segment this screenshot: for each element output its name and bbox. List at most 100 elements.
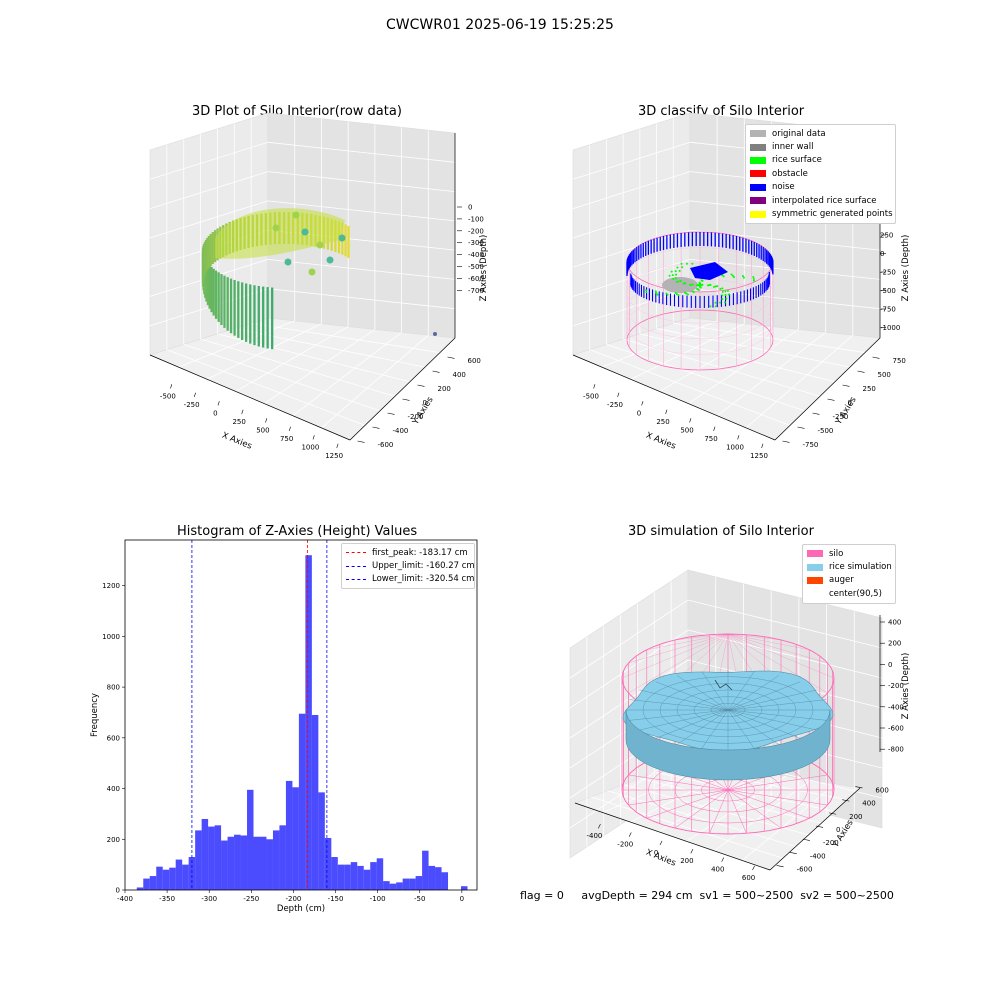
panel1-scan-point <box>301 228 309 236</box>
panel2-grid <box>639 333 836 383</box>
panel2-rice-point <box>719 287 722 290</box>
histogram-bar <box>383 881 390 890</box>
panel4-rice-mesh <box>727 709 801 739</box>
panel4-silo-floor-spoke <box>628 774 729 791</box>
panel2-rice-point <box>719 301 722 304</box>
panel4-rice-side <box>625 709 831 781</box>
panel1-x-tick-label: 750 <box>280 435 293 443</box>
panel2-rice-point <box>714 301 717 304</box>
panel2-grid <box>572 229 881 268</box>
panel4-y-tick <box>829 812 837 815</box>
panel2-z-tick-label: -1000 <box>880 324 900 332</box>
panel4-silo-roof-spoke <box>674 633 729 641</box>
panel4-x-tick-label: 400 <box>711 866 724 874</box>
panel4-silo-floor-spoke <box>674 789 729 829</box>
legend-label: symmetric generated points <box>772 209 893 220</box>
panel1-y-tick <box>402 398 410 401</box>
panel2-x-tick <box>617 392 620 398</box>
panel2-cylinder-ring <box>626 247 774 308</box>
histogram-bar <box>208 826 215 890</box>
panel2-legend-entry: rice surface <box>750 154 891 167</box>
panel1-scan-point <box>326 256 334 264</box>
panel4-z-tick-label: 200 <box>888 640 901 648</box>
panel1-x-tick <box>312 435 315 440</box>
panel1-grid <box>178 320 295 368</box>
panel4-x-axis-line <box>574 802 771 871</box>
panel4-y-tick-label: 0 <box>836 826 840 834</box>
histogram-x-tick-label: -100 <box>370 895 386 903</box>
histogram-bar <box>247 789 254 890</box>
histogram-x-tick-label: 0 <box>460 895 464 903</box>
panel4-y-tick <box>842 799 850 802</box>
panel1-y-tick <box>432 370 440 373</box>
panel2-x-tick-label: 1000 <box>726 443 744 451</box>
histogram-x-tick-label: -400 <box>117 895 133 903</box>
histogram-bar <box>285 780 293 890</box>
panel1-y-axis-line <box>349 337 456 441</box>
panel4-rice-mesh <box>727 709 827 721</box>
histogram-y-tick-label: 800 <box>107 684 120 692</box>
panel2-rice-point <box>677 294 680 297</box>
panel2-z-label: Z Axies (Depth) <box>901 235 911 302</box>
panel1-x-tick <box>241 409 244 415</box>
histogram-legend-entry: Lower_limit: -320.54 cm <box>346 573 474 586</box>
panel2-x-tick-label: 750 <box>704 435 717 443</box>
panel2-x-tick <box>641 401 644 406</box>
panel1-x-axis-line <box>149 354 351 441</box>
panel2-y-tick-label: -250 <box>833 413 849 421</box>
panel4-silo-floor-spoke <box>727 789 810 819</box>
panel2-rice-point <box>675 280 678 283</box>
panel2-rice-point <box>721 294 724 297</box>
histogram-bar <box>175 859 183 890</box>
histogram-bar <box>337 864 345 890</box>
histogram-bar <box>324 838 332 890</box>
panel1-grid <box>235 326 349 392</box>
histogram-bar <box>240 835 248 890</box>
legend-color-swatch <box>750 197 766 205</box>
panel4-silo-roof-spoke <box>727 633 835 679</box>
legend-label: first_peak: -183.17 cm <box>372 547 468 558</box>
panel2-grid <box>630 323 745 380</box>
panel2-legend-entry: original data <box>750 127 891 140</box>
legend-label: interpolated rice surface <box>772 195 877 206</box>
histogram-y-tick-label: 400 <box>107 785 120 793</box>
panel2-rice-point <box>671 274 674 277</box>
histogram-bar <box>422 850 429 890</box>
panel2-rice-point <box>723 301 726 304</box>
histogram-x-tick-label: -350 <box>159 895 175 903</box>
panel4-y-tick-label: 200 <box>849 813 862 821</box>
panel2-rice-point <box>709 305 712 308</box>
panel4-rice-mesh <box>639 689 729 711</box>
legend-color-swatch <box>807 563 823 571</box>
panel2-grid <box>673 322 866 353</box>
panel2-rice-point <box>656 293 659 296</box>
figure-title: CWCWR01 2025-06-19 15:25:25 <box>386 17 614 33</box>
panel4-grid <box>569 599 883 679</box>
legend-color-swatch <box>807 590 823 597</box>
panel2-rice-point <box>741 275 744 277</box>
panel4-y-label: Y Axies <box>830 818 856 851</box>
histogram-bar <box>221 840 228 890</box>
histogram-bar <box>227 836 235 890</box>
panel4-rice-mesh <box>676 709 729 745</box>
panel1-y-tick <box>387 412 395 415</box>
panel2-x-axis-line <box>572 354 776 441</box>
panel2-x-tick-label: 500 <box>680 426 693 434</box>
panel2-legend-entry: inner wall <box>750 140 891 153</box>
histogram-bar <box>370 862 377 890</box>
panel2-rice-point <box>684 282 687 285</box>
histogram-bar <box>292 787 299 890</box>
panel4-grid <box>591 796 783 859</box>
panel4-y-tick <box>855 786 863 789</box>
panel2-rice-point <box>676 266 679 269</box>
histogram-y-label: Frequency <box>90 693 100 737</box>
panel2-rice-point <box>731 274 734 277</box>
panel4-rice-mesh <box>727 709 817 731</box>
panel1-y-tick-label: 600 <box>468 357 481 365</box>
panel4-x-label: X Axies <box>644 848 677 869</box>
legend-color-swatch <box>807 550 823 558</box>
histogram-bar <box>266 839 273 890</box>
histogram-bar <box>376 858 384 890</box>
